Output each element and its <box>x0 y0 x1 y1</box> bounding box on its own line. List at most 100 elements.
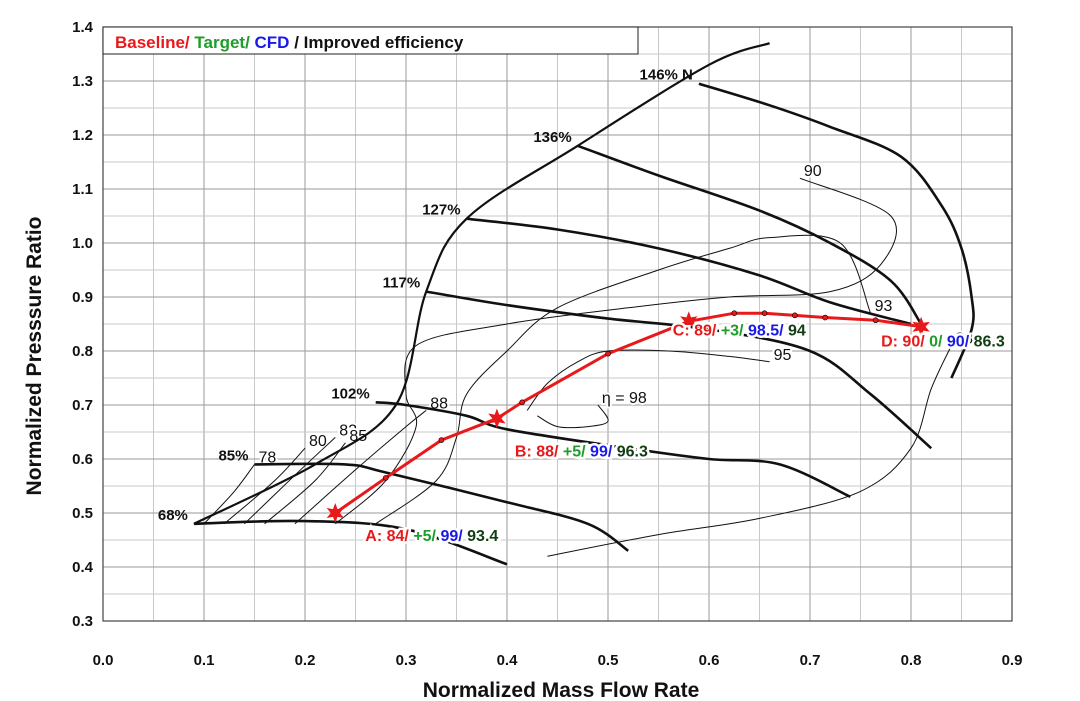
operating-point-improved-value: 96.3 <box>617 444 648 461</box>
operating-point-c-marker <box>680 311 698 332</box>
operating-line-marker <box>761 310 768 317</box>
x-axis-title: Normalized Mass Flow Rate <box>423 679 700 701</box>
operating-point-improved-value: 93.4 <box>467 528 498 545</box>
efficiency-contour-label: 95 <box>774 347 792 364</box>
operating-point-point-name: B: <box>515 444 536 461</box>
operating-point-d-label: D: 90/ 0/ 90/ 86.3 <box>881 334 1005 351</box>
operating-point-baseline-value: 89/ <box>694 322 721 339</box>
x-tick-label: 0.8 <box>901 652 922 669</box>
operating-point-d-marker <box>912 316 930 337</box>
speed-line-6 <box>698 82 975 379</box>
y-axis-title: Normalized Presssure Ratio <box>23 217 46 496</box>
x-tick-label: 0.1 <box>194 652 215 669</box>
operating-line-marker <box>438 437 445 443</box>
operating-point-a-label: A: 84/ +5/ 99/ 93.4 <box>365 528 498 545</box>
grid <box>102 26 1013 622</box>
y-tick-label: 1.0 <box>72 235 93 252</box>
operating-point-improved-value: 94 <box>788 322 806 339</box>
operating-point-point-name: C: <box>673 322 694 339</box>
operating-point-baseline-value: 90/ <box>902 334 929 351</box>
axes: 0.0 0.1 0.2 0.3 0.4 0.5 0.6 0.7 0.8 0.9 0.3 0.4 0.5 0… <box>72 19 1022 669</box>
x-tick-label: 0.6 <box>699 652 720 669</box>
y-tick-label: 0.4 <box>72 559 94 576</box>
efficiency-contour-label: 93 <box>875 298 893 315</box>
operating-point-b-marker <box>488 408 506 429</box>
speed-line-0 <box>193 519 508 566</box>
labels: A: 84/ +5/ 99/ 93.4 B: 88/ +5/ 99/ 96.3 C:… <box>326 311 1007 548</box>
operating-point-a-marker <box>326 503 344 523</box>
operating-point-target-value: +5/ <box>413 528 440 545</box>
y-tick-label: 1.4 <box>72 19 94 36</box>
operating-point-b-label: B: 88/ +5/ 99/ 96.3 <box>515 444 648 461</box>
y-tick-label: 0.9 <box>72 289 93 306</box>
legend-improved: / Improved efficiency <box>294 33 464 52</box>
speed-line-4 <box>466 217 912 326</box>
legend-target: Target/ <box>194 33 254 52</box>
operating-line-marker <box>519 399 525 406</box>
efficiency-contour-label: η = 98 <box>602 390 647 407</box>
speed-line-1 <box>254 462 629 552</box>
legend-baseline: Baseline/ <box>115 33 194 52</box>
operating-point-cfd-value: 90/ <box>947 334 974 351</box>
y-tick-label: 1.2 <box>72 127 93 144</box>
operating-line-marker <box>872 317 879 324</box>
efficiency-contour-4 <box>294 410 427 525</box>
speed-line-2 <box>375 401 851 498</box>
operating-point-target-value: +3/ <box>721 322 748 339</box>
x-tick-label: 0.9 <box>1002 652 1023 669</box>
y-tick-label: 0.6 <box>72 451 93 468</box>
efficiency-contour-5 <box>334 177 897 525</box>
efficiency-contour-1 <box>223 447 306 525</box>
operating-point-improved-value: 86.3 <box>974 334 1005 351</box>
operating-line-marker <box>731 310 738 317</box>
efficiency-contour-label: 90 <box>804 163 822 180</box>
legend-cfd: CFD <box>255 33 295 52</box>
speed-line-5 <box>577 144 923 325</box>
x-tick-label: 0.2 <box>295 652 316 669</box>
y-tick-label: 1.1 <box>72 181 93 198</box>
efficiency-contour-8 <box>537 404 609 429</box>
y-tick-label: 0.7 <box>72 397 93 414</box>
operating-point-target-value: 0/ <box>929 334 947 351</box>
speed-line-label: 146% N <box>640 67 693 84</box>
speed-line-3 <box>425 290 933 450</box>
operating-line-marker <box>792 312 798 319</box>
efficiency-contour-6 <box>375 234 872 525</box>
x-tick-label: 0.7 <box>800 652 821 669</box>
y-tick-label: 1.3 <box>72 73 93 90</box>
operating-line <box>332 310 924 516</box>
operating-point-baseline-value: 84/ <box>387 528 414 545</box>
operating-line-marker <box>822 314 828 321</box>
operating-point-cfd-value: 98.5/ <box>748 322 788 339</box>
speed-line-label: 68% <box>158 507 188 524</box>
operating-point-baseline-value: 88/ <box>536 444 563 461</box>
operating-point-c-label: C: 89/ +3/ 98.5/ 94 <box>673 322 806 339</box>
operating-line-marker <box>605 350 611 357</box>
legend: Baseline/ Target/ CFD / Improved efficie… <box>102 26 639 55</box>
x-tick-label: 0.3 <box>396 652 417 669</box>
operating-point-cfd-value: 99/ <box>590 444 617 461</box>
efficiency-contour-9 <box>547 345 952 557</box>
surge-line <box>193 42 770 525</box>
efficiency-contour-label: 83 <box>339 422 357 439</box>
operating-line-marker <box>382 475 389 481</box>
legend-text: Baseline/ Target/ CFD / Improved efficie… <box>115 33 464 52</box>
y-tick-label: 0.8 <box>72 343 93 360</box>
x-tick-label: 0.5 <box>598 652 619 669</box>
efficiency-contour-label: 80 <box>309 433 327 450</box>
y-tick-label: 0.3 <box>72 613 93 630</box>
speed-line-label: 136% <box>533 129 571 146</box>
speed-line-label: 127% <box>422 202 460 219</box>
speed-lines: 68% 85% 102% 117% 127% 136% 146% N <box>158 42 975 566</box>
operating-point-point-name: D: <box>881 334 902 351</box>
operating-point-point-name: A: <box>365 528 386 545</box>
speed-line-label: 117% <box>383 275 421 292</box>
x-tick-label: 0.4 <box>497 652 519 669</box>
operating-point-target-value: +5/ <box>563 444 590 461</box>
speed-line-label: 102% <box>331 385 369 402</box>
efficiency-contour-label: 85 <box>349 428 367 445</box>
operating-point-cfd-value: 99/ <box>440 528 467 545</box>
y-tick-label: 0.5 <box>72 505 93 522</box>
